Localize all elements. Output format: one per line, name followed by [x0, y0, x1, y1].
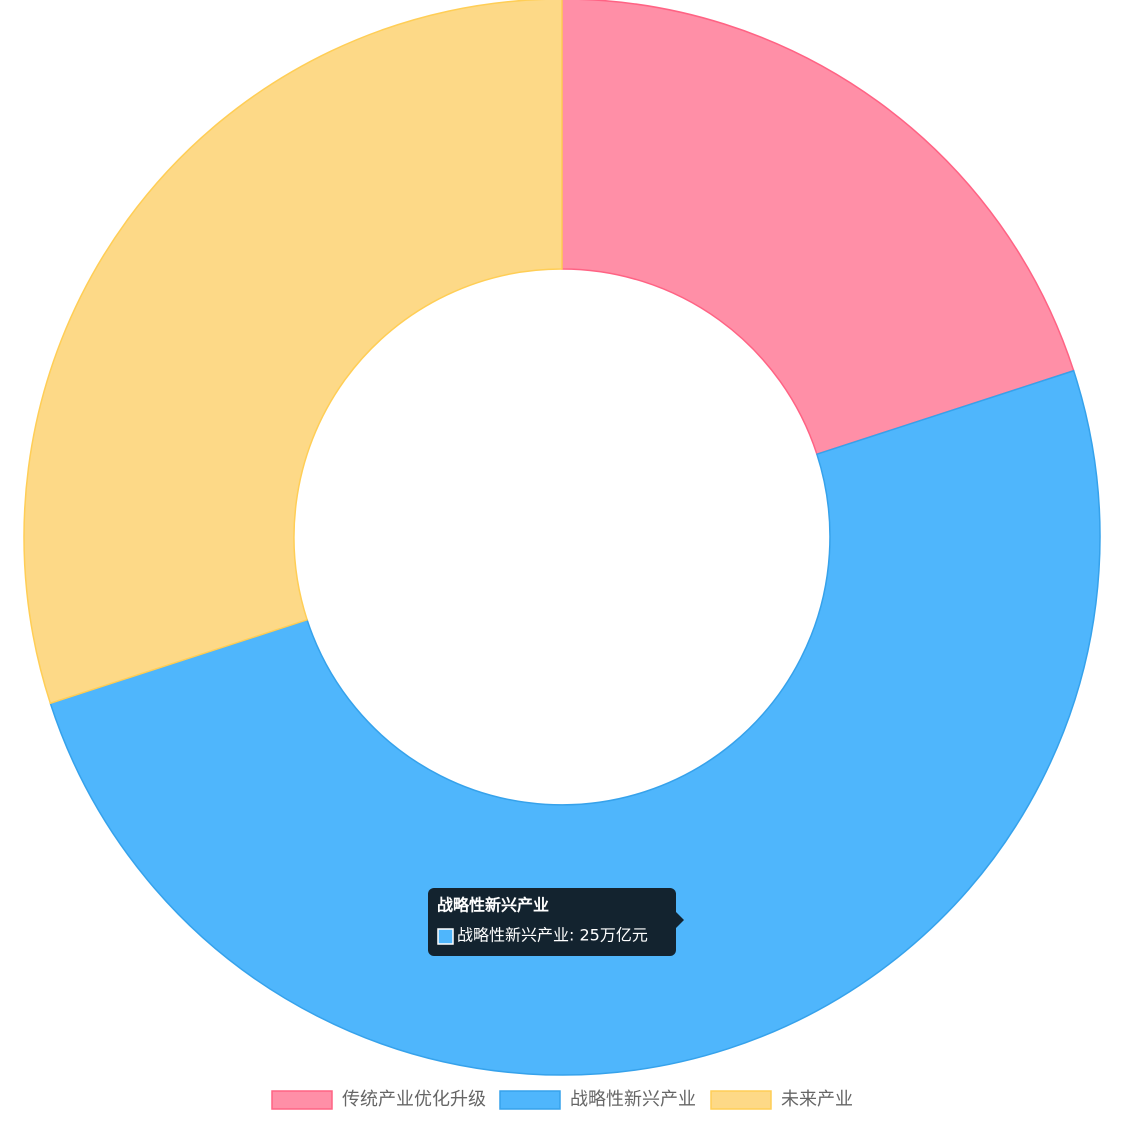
legend-swatch[interactable]: [710, 1090, 772, 1110]
tooltip: 战略性新兴产业 战略性新兴产业: 25万亿元: [428, 888, 684, 956]
legend-swatch[interactable]: [499, 1090, 561, 1110]
legend-label[interactable]: 未来产业: [781, 1089, 853, 1110]
tooltip-title: 战略性新兴产业: [437, 896, 549, 915]
tooltip-box: [428, 888, 676, 956]
legend-label[interactable]: 战略性新兴产业: [570, 1089, 696, 1110]
slice[interactable]: [49, 369, 1101, 1076]
legend-swatch[interactable]: [271, 1090, 333, 1110]
tooltip-swatch: [437, 928, 454, 945]
tooltip-arrow: [676, 912, 684, 928]
slice[interactable]: [23, 0, 563, 705]
slice[interactable]: [561, 0, 1075, 456]
legend-label[interactable]: 传统产业优化升级: [342, 1089, 486, 1110]
tooltip-text: 战略性新兴产业: 25万亿元: [457, 926, 648, 945]
